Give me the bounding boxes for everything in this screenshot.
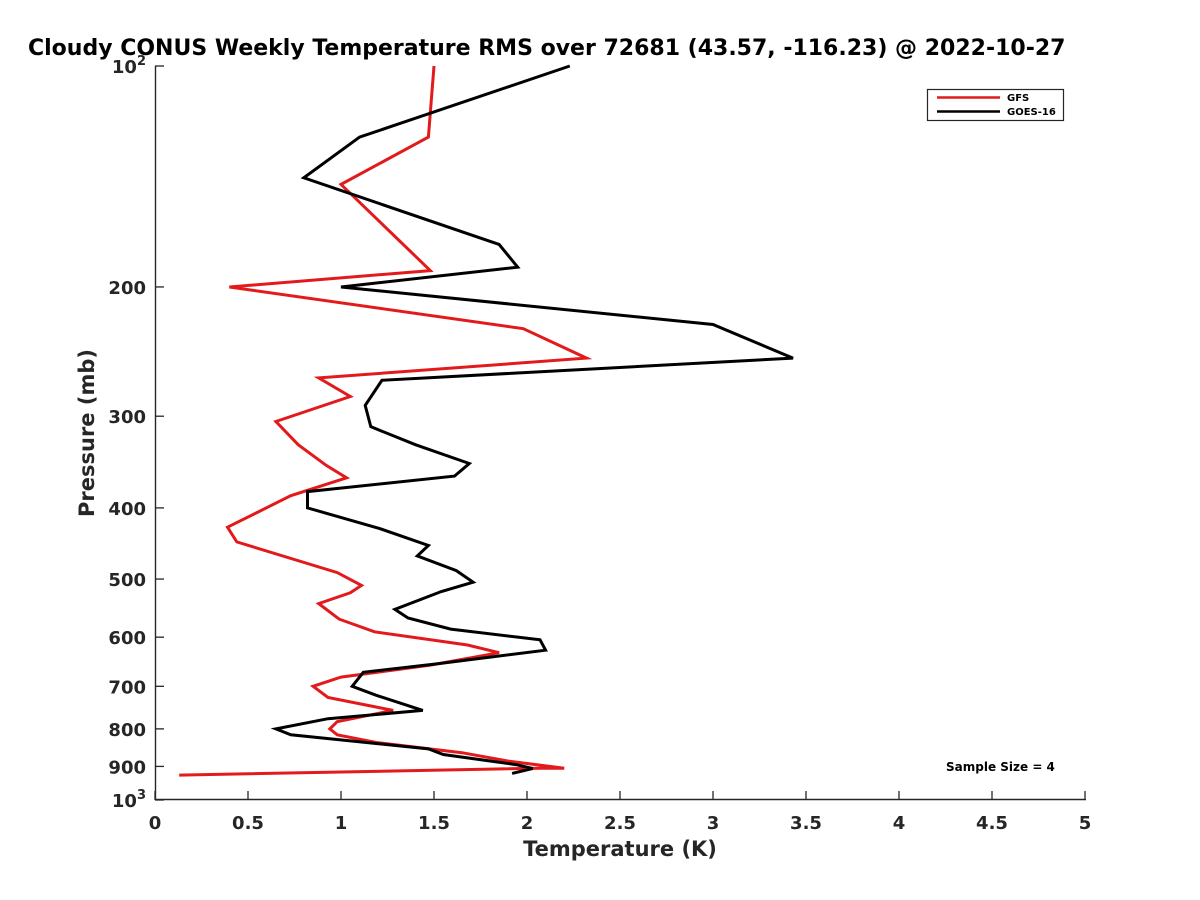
legend-label-goes16: GOES-16 <box>1007 107 1056 118</box>
x-tick-label: 1.5 <box>418 813 450 834</box>
y-tick-label: 600 <box>108 628 146 649</box>
x-tick-label: 4.5 <box>976 813 1008 834</box>
legend-box <box>926 88 1065 122</box>
y-tick-label: 700 <box>108 677 146 698</box>
axes-layer <box>154 66 1086 801</box>
y-tick-label: 102 <box>112 54 146 78</box>
x-axis-label: Temperature (K) <box>523 837 717 861</box>
x-tick-label: 2.5 <box>604 813 636 834</box>
y-tick-label: 800 <box>108 720 146 741</box>
legend-label-gfs: GFS <box>1007 93 1029 104</box>
y-tick-label: 900 <box>108 757 146 778</box>
chart-title: Cloudy CONUS Weekly Temperature RMS over… <box>28 36 1065 61</box>
x-tick-label: 3.5 <box>790 813 822 834</box>
legend: GFS GOES-16 <box>926 88 1065 122</box>
series-line-goes16 <box>270 64 794 775</box>
x-tick-label: 1 <box>335 813 348 834</box>
series-line-gfs <box>179 65 593 777</box>
x-tick-label: 0.5 <box>232 813 264 834</box>
series-layer <box>179 64 794 777</box>
y-axis-label: Pressure (mb) <box>75 349 99 517</box>
y-tick-label: 200 <box>108 278 146 299</box>
y-tick-label: 400 <box>108 499 146 520</box>
y-tick-label: 103 <box>112 788 146 812</box>
y-tick-label: 500 <box>108 570 146 591</box>
x-tick-label: 4 <box>893 813 906 834</box>
y-tick-label: 300 <box>108 407 146 428</box>
x-tick-label: 3 <box>707 813 720 834</box>
x-tick-label: 2 <box>521 813 534 834</box>
x-ticks: 0 0.5 1 1.5 2 2.5 3 3.5 4 4.5 5 <box>149 791 1092 834</box>
x-tick-label: 5 <box>1079 813 1092 834</box>
x-tick-label: 0 <box>149 813 162 834</box>
sample-size-annotation: Sample Size = 4 <box>946 760 1055 774</box>
y-ticks: 102 200 300 400 500 600 700 800 900 103 <box>108 54 164 812</box>
